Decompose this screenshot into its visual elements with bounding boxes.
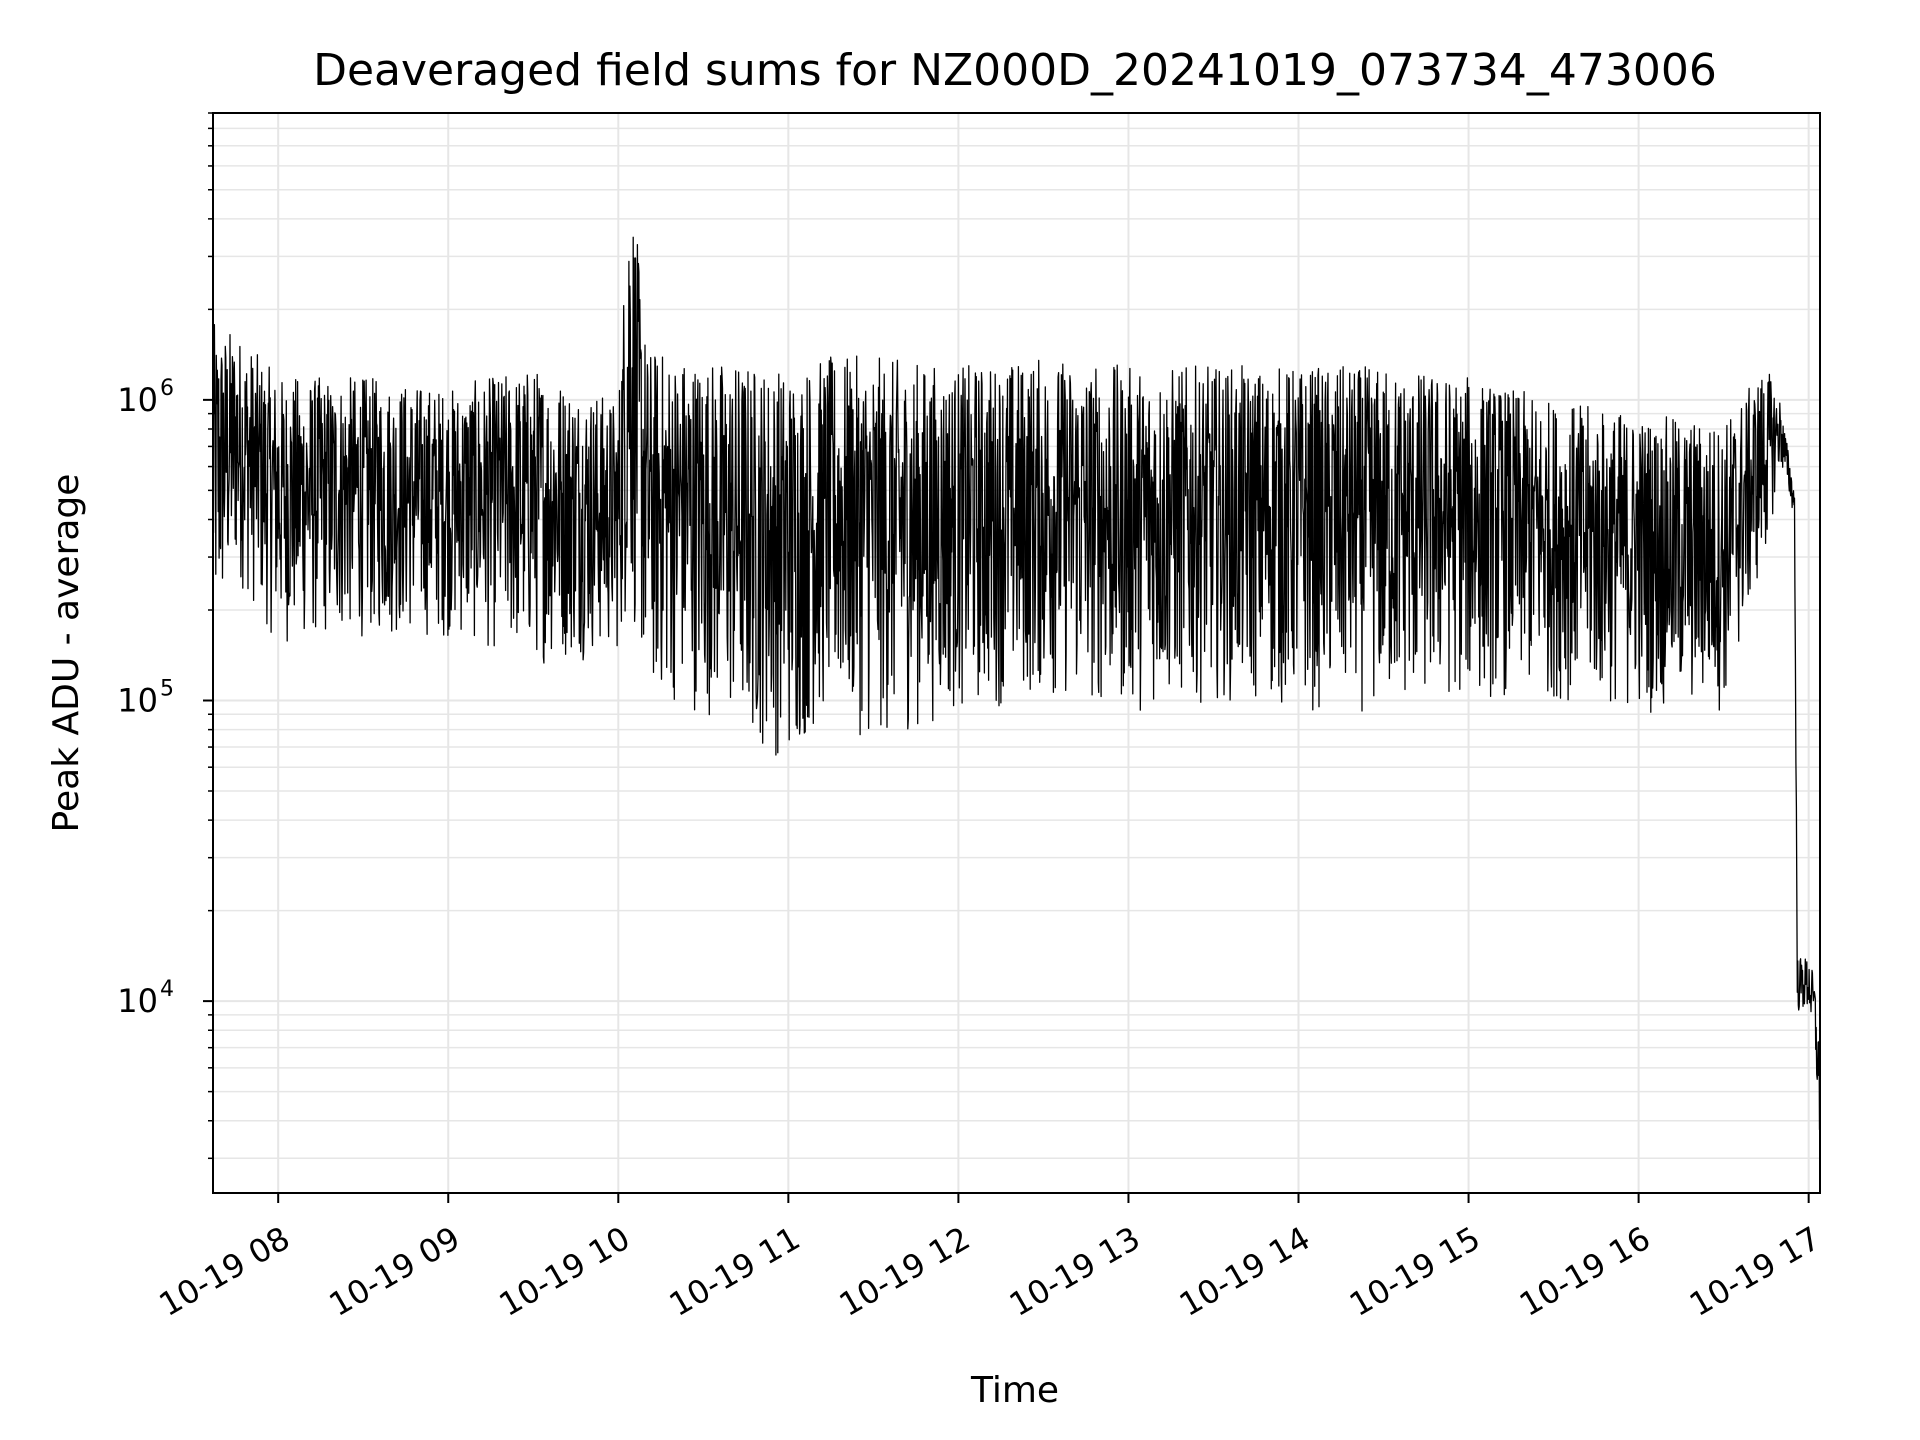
axes-frame xyxy=(212,112,1821,1194)
chart-title: Deaveraged field sums for NZ000D_2024101… xyxy=(313,45,1717,96)
y-tick-label: 10 xyxy=(117,982,158,1020)
y-tick-exponent: 6 xyxy=(160,376,174,401)
y-tick-label: 10 xyxy=(117,381,158,419)
y-axis-label: Peak ADU - average xyxy=(46,474,87,833)
y-tick-exponent: 4 xyxy=(160,977,174,1002)
y-tick-label: 10 xyxy=(117,681,158,719)
plot-area xyxy=(212,236,1821,1131)
y-tick-exponent: 5 xyxy=(160,676,174,701)
series-line xyxy=(212,236,1821,1131)
x-axis-label: Time xyxy=(970,1370,1059,1411)
